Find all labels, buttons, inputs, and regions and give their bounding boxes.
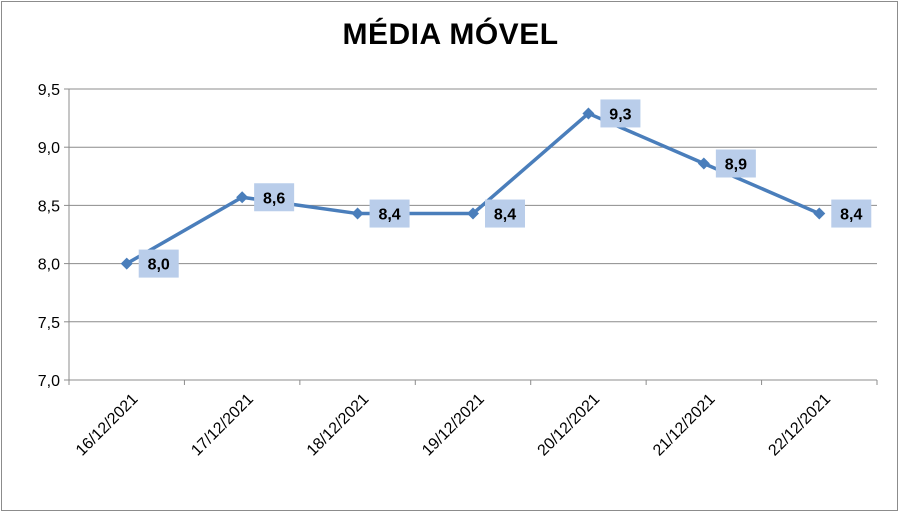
data-label-box — [138, 249, 179, 278]
y-tick-label: 7,0 — [38, 373, 60, 390]
gridlines — [69, 88, 877, 323]
y-tick-label: 9,5 — [38, 82, 60, 99]
data-label-box — [600, 99, 641, 128]
x-tick-label: 22/12/2021 — [765, 391, 834, 460]
data-label: 8,6 — [263, 190, 285, 207]
data-label: 8,4 — [494, 207, 516, 224]
data-point-marker — [236, 191, 249, 204]
chart-title: MÉDIA MÓVEL — [342, 18, 559, 51]
data-point-marker — [697, 157, 710, 170]
y-tick-label: 7,5 — [38, 315, 60, 332]
data-point-marker — [120, 257, 133, 270]
x-tick-labels: 16/12/2021 17/12/2021 18/12/2021 19/12/2021… — [73, 391, 834, 460]
series-line-path — [125, 111, 820, 266]
x-tick-label: 20/12/2021 — [535, 391, 604, 460]
x-tick-label: 17/12/2021 — [188, 391, 257, 460]
data-point-marker — [351, 207, 364, 220]
x-tick-label: 21/12/2021 — [650, 391, 719, 460]
data-label-box — [715, 149, 756, 178]
data-label-box — [254, 183, 295, 212]
series-line — [120, 107, 826, 270]
data-labels: 8,0 8,6 8,4 8,4 9,3 8,9 8,4 — [138, 99, 872, 278]
data-label-box — [831, 199, 872, 228]
x-tick-label: 18/12/2021 — [304, 391, 373, 460]
x-tick-label: 19/12/2021 — [419, 391, 488, 460]
data-point-marker — [467, 207, 479, 220]
data-label: 8,0 — [148, 257, 170, 274]
data-label: 8,9 — [725, 156, 747, 173]
x-tick-label: 16/12/2021 — [73, 391, 142, 460]
y-tick-labels: 7,0 7,5 8,0 8,5 9,0 9,5 — [38, 82, 60, 390]
data-label-box — [485, 199, 525, 228]
data-point-marker — [582, 107, 595, 120]
axes — [64, 88, 878, 385]
data-label: 8,4 — [378, 207, 400, 224]
data-label: 9,3 — [609, 106, 631, 123]
data-label-box — [369, 199, 410, 228]
y-tick-label: 8,5 — [38, 198, 60, 215]
data-point-marker — [813, 207, 826, 220]
y-tick-label: 9,0 — [38, 140, 60, 157]
data-label: 8,4 — [840, 207, 862, 224]
y-tick-label: 8,0 — [38, 257, 60, 274]
